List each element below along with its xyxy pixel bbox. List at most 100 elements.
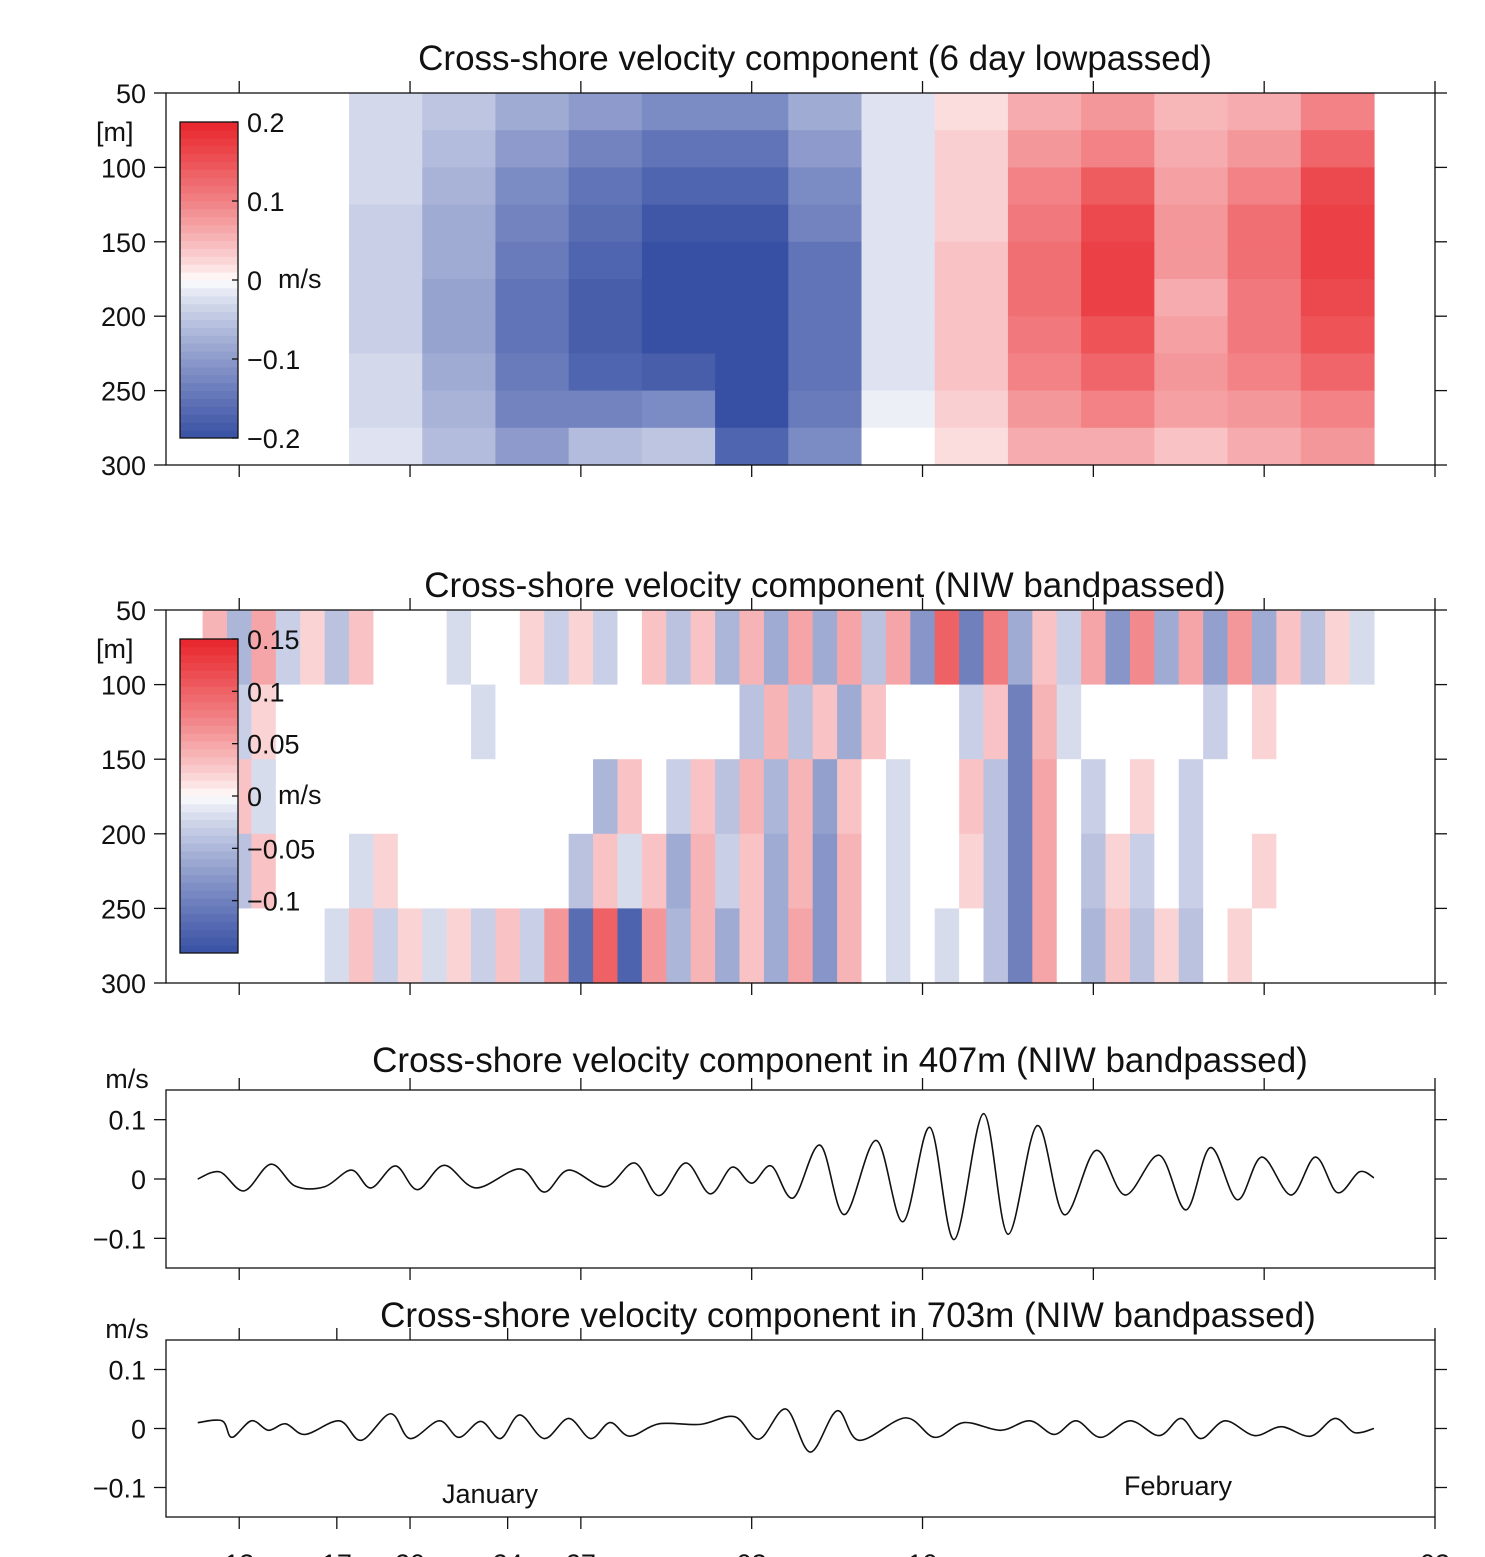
contour-cell: [544, 908, 570, 984]
contour-cell: [934, 241, 1009, 280]
y-tick-label: 0: [131, 1165, 146, 1195]
contour-cell: [495, 684, 521, 760]
x-tick-label: 27: [566, 1549, 596, 1557]
contour-cell: [593, 908, 619, 984]
contour-cell: [1300, 353, 1375, 392]
contour-cell: [1081, 241, 1155, 280]
y-tick-label: 0.1: [108, 1356, 146, 1386]
contour-cell: [519, 684, 545, 760]
contour-cell: [1300, 130, 1375, 168]
contour-cell: [763, 610, 789, 686]
contour-cell: [1081, 130, 1155, 168]
contour-cell: [641, 908, 667, 984]
contour-cell: [1227, 908, 1253, 984]
contour-cell: [300, 908, 326, 984]
contour-cell: [495, 130, 570, 168]
colorbar-band: [180, 788, 238, 797]
contour-cell: [837, 610, 863, 686]
contour-cell: [1178, 833, 1204, 909]
contour-cell: [739, 833, 765, 909]
contour-cell: [1349, 833, 1375, 909]
colorbar-unit: m/s: [278, 780, 322, 810]
contour-cell: [1007, 427, 1082, 466]
contour-cell: [1178, 908, 1204, 984]
contour-cell: [641, 833, 667, 909]
contour-cell: [788, 908, 814, 984]
colorbar-band: [180, 898, 238, 907]
colorbar-band: [180, 717, 238, 726]
contour-cell: [1154, 167, 1229, 206]
contour-cell: [715, 427, 789, 466]
contour-cell: [1032, 833, 1058, 909]
contour-cell: [251, 908, 277, 984]
contour-cell: [983, 833, 1009, 909]
contour-cell: [1276, 759, 1302, 835]
contour-cell: [471, 759, 497, 835]
contour-cell: [641, 130, 716, 168]
contour-cell: [861, 833, 887, 909]
contour-cell: [617, 833, 643, 909]
colorbar-band: [180, 287, 238, 297]
y-tick-label: −0.1: [93, 1474, 146, 1504]
axes-frame: [165, 1089, 1436, 1269]
contour-cell: [1032, 610, 1058, 686]
colorbar-tick-label: 0: [247, 782, 262, 812]
contour-cell: [861, 241, 936, 280]
contour-cell: [495, 833, 521, 909]
colorbar-band: [180, 280, 238, 289]
contour-cell: [1325, 684, 1351, 760]
contour-cell: [397, 610, 423, 686]
colorbar-band: [180, 256, 238, 265]
contour-cell: [1056, 759, 1082, 835]
colorbar-tick-label: 0.05: [247, 730, 300, 760]
contour-cell: [1007, 93, 1082, 131]
contour-cell: [495, 353, 570, 392]
contour-cell: [837, 759, 863, 835]
contour-cell: [397, 833, 423, 909]
colorbar-band: [180, 874, 238, 883]
y-tick-label: 50: [116, 596, 146, 626]
contour-cell: [1007, 353, 1082, 392]
contour-cell: [349, 390, 423, 429]
contour-cell: [861, 684, 887, 760]
contour-cell: [812, 759, 838, 835]
y-tick-label: 300: [101, 969, 146, 999]
contour-cell: [1203, 908, 1229, 984]
contour-cell: [1251, 684, 1277, 760]
contour-cell: [1081, 759, 1107, 835]
contour-cell: [641, 316, 716, 354]
contour-cell: [519, 610, 545, 686]
contour-cell: [934, 130, 1009, 168]
contour-cell: [495, 390, 570, 429]
contour-cell: [300, 684, 326, 760]
contour-cell: [324, 833, 350, 909]
contour-cell: [1056, 908, 1082, 984]
colorbar-band: [180, 193, 238, 202]
contour-cell: [1154, 908, 1180, 984]
contour-cell: [812, 610, 838, 686]
contour-cell: [739, 610, 765, 686]
contour-cell: [690, 833, 716, 909]
contour-cell: [1178, 684, 1204, 760]
contour-cell: [1154, 390, 1229, 429]
contour-cell: [593, 610, 619, 686]
colorbar-band: [180, 803, 238, 813]
contour-cell: [349, 93, 423, 131]
colorbar-band: [180, 662, 238, 671]
colorbar-band: [180, 137, 238, 147]
contour-cell: [300, 833, 326, 909]
contour-cell: [788, 130, 863, 168]
contour-cell: [641, 353, 716, 392]
contour-cell: [568, 204, 643, 243]
contour-cell: [422, 279, 497, 317]
contour-cell: [373, 684, 399, 760]
contour-cell: [1251, 610, 1277, 686]
contour-cell: [1300, 93, 1375, 131]
colorbar-band: [180, 646, 238, 656]
colorbar-band: [180, 811, 238, 821]
colorbar-band: [180, 756, 238, 766]
contour-cell: [1227, 130, 1302, 168]
contour-cell: [397, 908, 423, 984]
contour-cell: [1056, 610, 1082, 686]
contour-cell: [446, 610, 472, 686]
